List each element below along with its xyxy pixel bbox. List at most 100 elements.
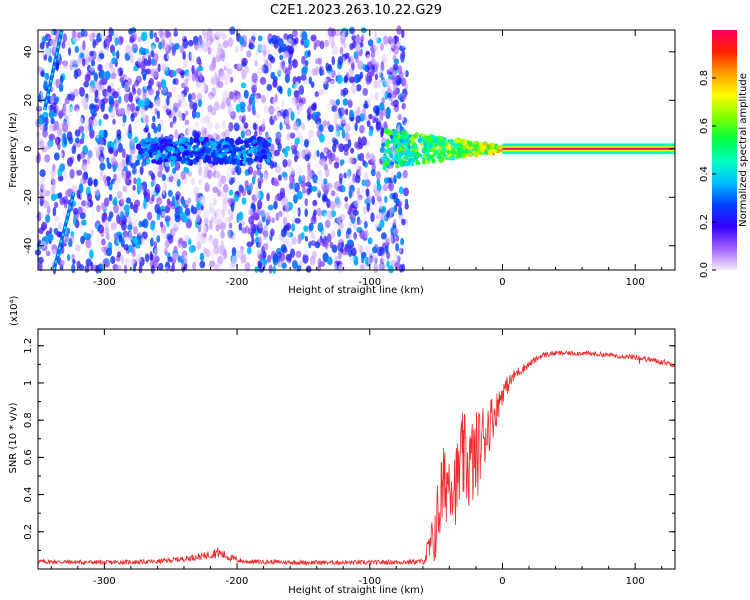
spectrogram-cell xyxy=(305,181,312,188)
spectrogram-cell xyxy=(125,106,131,116)
spectrogram-cell xyxy=(179,44,185,54)
spectrogram-cell xyxy=(69,58,76,66)
spectrogram-cell xyxy=(124,236,132,245)
spectrogram-cell xyxy=(450,148,457,155)
spectrogram-cell xyxy=(212,141,217,148)
spectrogram-cell xyxy=(38,261,43,272)
spectrogram-cell xyxy=(357,243,361,253)
spectrogram-cell xyxy=(181,31,185,40)
spectrogram-cell xyxy=(116,246,123,253)
spectrogram-cell xyxy=(294,137,300,145)
spectrogram-cell xyxy=(282,159,288,168)
spectrogram-cell xyxy=(338,221,344,230)
spectrogram-cell xyxy=(404,121,408,131)
spectrogram-cell xyxy=(101,238,106,246)
spectrogram-cell xyxy=(287,159,292,167)
spectrogram-cell xyxy=(72,258,76,265)
spectrogram-cell xyxy=(45,41,50,49)
spectrogram-cell xyxy=(357,60,364,70)
spectrogram-cell xyxy=(398,146,403,152)
spectrogram-cell xyxy=(240,254,247,264)
spectrogram-cell xyxy=(191,109,197,119)
spectrogram-cell xyxy=(344,132,350,142)
spectrogram-cell xyxy=(285,123,291,130)
spectrogram-cell xyxy=(348,189,353,199)
figure-title: C2E1.2023.263.10.22.G29 xyxy=(270,3,442,18)
spectrogram-cell xyxy=(246,157,250,162)
spectrogram-cell xyxy=(45,163,50,172)
spectrogram-cell xyxy=(268,66,273,73)
spectrogram-cell xyxy=(284,67,291,77)
spectrogram-cell xyxy=(153,84,157,93)
spectrogram-cell xyxy=(271,34,278,45)
spectrogram-cell xyxy=(247,166,254,175)
spectrogram-cell xyxy=(248,42,253,49)
spectrogram-cell xyxy=(150,189,157,199)
spectrogram-cell xyxy=(37,256,44,264)
spectrogram-cell xyxy=(169,155,176,161)
spectrogram-cell xyxy=(277,174,282,181)
spectrogram-cell xyxy=(145,68,152,75)
snr-y-label: 1 xyxy=(23,380,34,386)
spectrogram-cell xyxy=(366,202,370,213)
spectrogram-cell xyxy=(393,58,400,65)
spectrogram-cell xyxy=(246,241,253,248)
spectrogram-cell xyxy=(160,144,165,152)
spectrogram-cell xyxy=(166,95,170,106)
spectrogram-cell xyxy=(135,254,142,264)
spectrogram-cell xyxy=(118,234,122,243)
spectrogram-cell xyxy=(203,209,210,220)
spectrogram-cell xyxy=(215,208,222,217)
spectrogram-cell xyxy=(363,33,368,44)
spectrogram-cell xyxy=(300,232,305,240)
spectrogram-cell xyxy=(381,142,386,147)
spectrogram-cell xyxy=(340,116,347,125)
spectrogram-cell xyxy=(196,240,202,251)
spectrogram-cell xyxy=(354,122,358,132)
spectrogram-cell xyxy=(279,252,286,262)
spectrogram-cell xyxy=(130,102,136,113)
spectrogram-cell xyxy=(195,80,202,88)
spectrogram-cell xyxy=(312,151,317,162)
spectrogram-cell xyxy=(308,241,312,249)
spectrogram-cell xyxy=(103,113,109,120)
spectrogram-cell xyxy=(326,256,333,265)
spectrogram-cell xyxy=(108,194,113,202)
spectrogram-frame xyxy=(37,29,676,271)
spectrogram-cell xyxy=(92,39,97,49)
spectrogram-cell xyxy=(49,95,55,103)
spectrogram-cell xyxy=(113,204,119,214)
spectrogram-x-label: 100 xyxy=(626,277,645,288)
spectrogram-cell xyxy=(307,167,312,177)
spectrogram-cell xyxy=(51,244,57,250)
spectrogram-cell xyxy=(336,74,343,84)
spectrogram-cell xyxy=(222,144,229,149)
spectrogram-cell xyxy=(153,125,158,134)
spectrogram-cell xyxy=(104,36,109,46)
spectrogram-cell xyxy=(294,182,300,193)
spectrogram-cell xyxy=(55,96,60,103)
spectrogram-y-label: 20 xyxy=(23,94,34,107)
spectrogram-cell xyxy=(249,147,255,153)
spectrogram-cell xyxy=(291,216,296,225)
spectrogram-cell xyxy=(158,41,163,50)
spectrogram-cell xyxy=(191,138,195,142)
spectrogram-cell xyxy=(103,197,110,207)
spectrogram-cell xyxy=(201,156,205,160)
spectrogram-cell xyxy=(341,185,346,193)
spectrogram-cell xyxy=(304,208,308,217)
spectrogram-cell xyxy=(222,184,229,193)
spectrogram-cell xyxy=(352,222,359,230)
spectrogram-cell xyxy=(288,63,293,71)
spectrogram-cell xyxy=(112,118,116,125)
spectrogram-cell xyxy=(295,250,302,258)
spectrogram-cell xyxy=(325,62,330,72)
spectrogram-cell xyxy=(153,32,157,38)
spectrogram-cell xyxy=(328,156,333,165)
spectrogram-cell xyxy=(63,104,68,115)
spectrogram-cell xyxy=(343,150,349,156)
spectrogram-cell xyxy=(263,105,269,114)
spectrogram-cell xyxy=(50,193,57,202)
spectrogram-cell xyxy=(331,230,336,239)
spectrogram-cell xyxy=(165,108,172,116)
